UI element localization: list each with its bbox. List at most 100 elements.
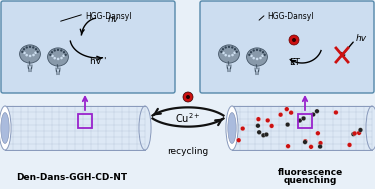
Text: hv: hv — [108, 15, 119, 24]
Ellipse shape — [366, 106, 375, 150]
Ellipse shape — [20, 45, 40, 63]
Circle shape — [49, 54, 51, 56]
Circle shape — [285, 107, 289, 112]
Circle shape — [315, 109, 319, 114]
Ellipse shape — [139, 106, 151, 150]
Circle shape — [228, 46, 230, 48]
Circle shape — [264, 54, 266, 56]
Circle shape — [261, 54, 264, 57]
Circle shape — [257, 130, 261, 135]
Circle shape — [57, 58, 59, 60]
Circle shape — [309, 145, 314, 149]
Circle shape — [259, 49, 261, 52]
Circle shape — [186, 95, 190, 99]
Bar — [298, 114, 312, 128]
Bar — [5, 106, 145, 150]
Text: ET: ET — [290, 58, 300, 67]
Circle shape — [256, 123, 260, 128]
Circle shape — [32, 54, 35, 56]
Circle shape — [289, 110, 293, 115]
Text: quenching: quenching — [284, 176, 337, 185]
Circle shape — [252, 57, 255, 60]
Circle shape — [51, 55, 54, 57]
Circle shape — [256, 117, 261, 122]
Circle shape — [289, 35, 299, 45]
Circle shape — [234, 48, 236, 50]
Circle shape — [54, 49, 56, 52]
Circle shape — [233, 51, 236, 54]
Circle shape — [252, 49, 255, 52]
Circle shape — [35, 48, 37, 50]
Circle shape — [23, 48, 25, 50]
Text: hv: hv — [356, 34, 367, 43]
Circle shape — [250, 51, 252, 53]
Circle shape — [357, 131, 362, 135]
Circle shape — [36, 51, 39, 53]
Circle shape — [60, 49, 63, 52]
Circle shape — [297, 118, 302, 123]
Circle shape — [318, 141, 323, 145]
Circle shape — [62, 54, 65, 57]
Circle shape — [334, 110, 338, 115]
Circle shape — [236, 138, 241, 143]
Text: fluorescence: fluorescence — [278, 168, 343, 177]
Circle shape — [259, 57, 262, 59]
FancyBboxPatch shape — [200, 1, 374, 93]
Ellipse shape — [0, 106, 11, 150]
Circle shape — [222, 48, 224, 50]
Text: hv ': hv ' — [90, 57, 106, 66]
Circle shape — [256, 58, 258, 60]
Circle shape — [231, 54, 234, 56]
Ellipse shape — [1, 113, 9, 143]
Circle shape — [225, 46, 227, 49]
Circle shape — [269, 124, 274, 128]
Circle shape — [303, 139, 307, 143]
Circle shape — [316, 131, 320, 136]
Circle shape — [26, 54, 28, 57]
Circle shape — [57, 49, 59, 51]
Circle shape — [21, 51, 24, 53]
Circle shape — [183, 92, 193, 102]
Circle shape — [256, 49, 258, 51]
Text: recycling: recycling — [167, 147, 208, 156]
Circle shape — [262, 51, 264, 53]
Ellipse shape — [247, 48, 267, 66]
Circle shape — [60, 57, 63, 59]
Text: Cu$^{2+}$: Cu$^{2+}$ — [175, 111, 201, 125]
Circle shape — [286, 144, 290, 149]
Circle shape — [250, 55, 253, 57]
Circle shape — [266, 118, 270, 123]
Circle shape — [228, 55, 230, 57]
Bar — [78, 114, 92, 128]
Circle shape — [264, 132, 268, 137]
Ellipse shape — [48, 48, 68, 66]
Ellipse shape — [226, 106, 238, 150]
Circle shape — [351, 132, 355, 136]
Circle shape — [222, 52, 225, 54]
Circle shape — [29, 55, 32, 57]
Circle shape — [236, 51, 238, 53]
Circle shape — [301, 116, 306, 121]
Circle shape — [318, 144, 322, 149]
Circle shape — [26, 46, 28, 49]
Text: Den-Dans-GGH-CD-NT: Den-Dans-GGH-CD-NT — [16, 173, 128, 182]
Circle shape — [352, 131, 357, 136]
Circle shape — [240, 126, 245, 131]
Circle shape — [311, 112, 315, 117]
Circle shape — [285, 122, 290, 127]
Circle shape — [63, 51, 65, 53]
Circle shape — [261, 133, 266, 138]
Circle shape — [32, 46, 34, 49]
Circle shape — [51, 51, 53, 53]
Ellipse shape — [219, 45, 239, 63]
Circle shape — [53, 57, 56, 60]
Circle shape — [64, 54, 67, 56]
Ellipse shape — [228, 113, 236, 143]
Circle shape — [29, 46, 31, 48]
Circle shape — [231, 46, 234, 49]
Bar — [232, 106, 372, 150]
Circle shape — [34, 51, 37, 54]
Circle shape — [23, 52, 26, 54]
Circle shape — [303, 140, 307, 144]
Circle shape — [358, 128, 363, 132]
